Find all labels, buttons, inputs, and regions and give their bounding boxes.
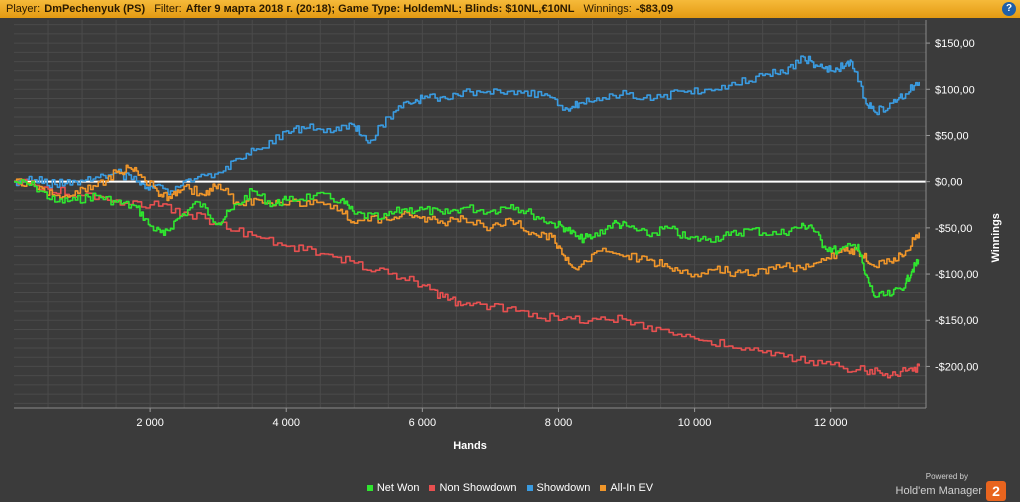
y-axis-ticks: $150,00 $100,00 $50,00 $0,00 -$50,00 -$100,00… xyxy=(926,38,978,373)
grid-lines xyxy=(14,20,926,408)
legend-label: All-In EV xyxy=(610,482,654,494)
brand-name: Hold'em Manager xyxy=(895,485,982,497)
series-line-all-in-ev xyxy=(14,164,920,278)
branding: Powered by Hold'em Manager 2 xyxy=(896,472,1006,501)
legend-item[interactable]: Net Won xyxy=(366,482,420,494)
chart-legend: Net Won Non Showdown Showdown All-In EV xyxy=(0,482,1020,494)
series-lines xyxy=(14,55,920,379)
legend-item[interactable]: Non Showdown xyxy=(429,482,517,494)
winnings-chart: 2 000 4 000 6 000 8 000 10 000 12 000 $150,00… xyxy=(14,20,1002,452)
y-tick-label: $50,00 xyxy=(935,130,969,142)
x-tick-label: 12 000 xyxy=(814,417,848,429)
player-value: DmPechenyuk (PS) xyxy=(44,3,146,15)
y-tick-label: -$100,00 xyxy=(935,269,978,281)
powered-by-text: Powered by xyxy=(925,472,968,481)
legend-label: Net Won xyxy=(376,482,420,494)
help-icon[interactable]: ? xyxy=(1002,2,1016,16)
x-tick-label: 4 000 xyxy=(272,417,300,429)
filter-value: After 9 марта 2018 г. (20:18); Game Type… xyxy=(185,3,575,15)
player-label: Player: xyxy=(6,3,41,15)
y-axis-label: Winnings xyxy=(990,213,1002,262)
series-line-net-won xyxy=(14,179,920,298)
legend-swatch xyxy=(366,485,373,492)
legend-label: Showdown xyxy=(536,482,591,494)
winnings-label: Winnings: xyxy=(583,3,632,15)
y-tick-label: -$50,00 xyxy=(935,223,972,235)
y-tick-label: $150,00 xyxy=(935,38,975,50)
winnings-value: -$83,09 xyxy=(635,3,674,15)
y-tick-label: $0,00 xyxy=(935,177,963,189)
x-tick-label: 10 000 xyxy=(678,417,712,429)
legend-swatch xyxy=(600,485,607,492)
x-tick-label: 2 000 xyxy=(136,417,164,429)
series-line-non-showdown xyxy=(14,178,920,379)
x-tick-label: 8 000 xyxy=(545,417,573,429)
legend-item[interactable]: Showdown xyxy=(526,482,591,494)
x-tick-label: 6 000 xyxy=(409,417,437,429)
filter-header-bar: Player: DmPechenyuk (PS) Filter: After 9 м… xyxy=(0,0,1020,18)
x-axis-ticks: 2 000 4 000 6 000 8 000 10 000 12 000 xyxy=(136,408,848,429)
y-tick-label: $100,00 xyxy=(935,84,975,96)
y-tick-label: -$200,00 xyxy=(935,361,978,373)
legend-swatch xyxy=(526,485,533,492)
x-axis-label: Hands xyxy=(453,440,487,452)
hm2-logo-icon: 2 xyxy=(986,481,1006,501)
y-tick-label: -$150,00 xyxy=(935,315,978,327)
legend-item[interactable]: All-In EV xyxy=(600,482,653,494)
series-line-showdown xyxy=(14,55,920,196)
legend-label: Non Showdown xyxy=(439,482,517,494)
filter-label: Filter: xyxy=(154,3,182,15)
legend-swatch xyxy=(429,485,436,492)
